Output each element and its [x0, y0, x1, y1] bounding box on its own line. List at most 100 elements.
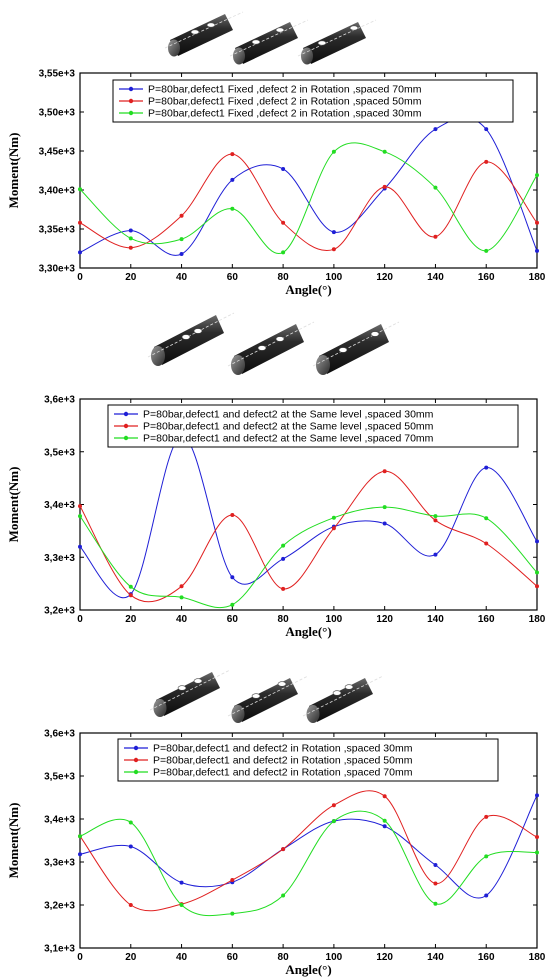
data-point — [281, 893, 286, 898]
data-point — [382, 149, 387, 154]
x-tick-label: 40 — [176, 952, 188, 963]
pipe-image — [227, 675, 309, 723]
x-tick-label: 20 — [125, 614, 137, 625]
data-point — [78, 852, 82, 857]
data-point — [382, 521, 387, 526]
data-point — [78, 514, 82, 519]
legend-swatch-marker — [133, 757, 139, 763]
data-point — [484, 465, 489, 470]
data-point — [484, 814, 489, 819]
data-point — [179, 251, 184, 256]
legend-label: P=80bar,defect1 and defect2 at the Same … — [143, 421, 434, 433]
pipe-image — [312, 321, 400, 375]
data-point — [128, 820, 133, 825]
legend-label: P=80bar,defect1 Fixed ,defect 2 in Rotat… — [148, 84, 422, 96]
data-point — [128, 593, 133, 598]
pipe-image — [302, 675, 384, 723]
data-point — [433, 127, 438, 132]
data-point — [535, 220, 539, 225]
legend-swatch-marker — [123, 435, 129, 441]
x-tick-label: 120 — [376, 614, 393, 625]
legend: P=80bar,defect1 and defect2 at the Same … — [107, 404, 519, 448]
y-tick-label: 3,2e+3 — [44, 606, 75, 617]
y-tick-label: 3,1e+3 — [44, 944, 75, 955]
data-point — [78, 220, 82, 225]
data-point — [535, 570, 539, 575]
data-point — [484, 159, 489, 164]
data-point — [484, 516, 489, 521]
y-tick-label: 3,55e+3 — [39, 69, 76, 80]
x-tick-label: 120 — [376, 952, 393, 963]
data-point — [128, 236, 133, 241]
legend-box — [117, 738, 499, 782]
data-point — [281, 556, 286, 561]
data-point — [331, 149, 336, 154]
x-tick-label: 80 — [278, 952, 290, 963]
legend-swatch-marker — [123, 423, 129, 429]
x-tick-label: 160 — [478, 952, 495, 963]
y-tick-label: 3,30e+3 — [39, 264, 76, 275]
data-point — [179, 213, 184, 218]
legend-label: P=80bar,defect1 and defect2 at the Same … — [143, 409, 434, 421]
data-point — [433, 881, 438, 886]
x-tick-label: 0 — [77, 614, 83, 625]
y-axis-label: Moment(Nm) — [6, 133, 21, 209]
data-point — [433, 234, 438, 239]
data-point — [128, 844, 133, 849]
data-point — [535, 248, 539, 253]
series-line — [79, 506, 538, 609]
legend-label: P=80bar,defect1 Fixed ,defect 2 in Rotat… — [148, 108, 422, 120]
data-point — [535, 539, 539, 544]
data-point — [230, 513, 235, 518]
data-point — [78, 544, 82, 549]
data-point — [78, 187, 82, 192]
y-tick-label: 3,5e+3 — [44, 772, 75, 783]
data-point — [281, 543, 286, 548]
data-point — [78, 504, 82, 509]
data-point — [179, 584, 184, 589]
data-point — [230, 602, 235, 607]
y-tick-label: 3,50e+3 — [39, 108, 76, 119]
data-point — [535, 793, 539, 798]
data-point — [230, 575, 235, 580]
pipe-illustrations-1 — [164, 11, 377, 65]
data-point — [331, 803, 336, 808]
y-tick-label: 3,4e+3 — [44, 500, 75, 511]
x-tick-label: 60 — [227, 272, 239, 283]
legend-box — [107, 404, 519, 448]
data-point — [179, 903, 184, 907]
legend-swatch-marker — [128, 98, 134, 104]
legend-label: P=80bar,defect1 and defect2 in Rotation … — [153, 743, 413, 755]
y-tick-label: 3,6e+3 — [44, 395, 75, 406]
data-point — [230, 911, 235, 916]
pipe-illustrations-2 — [147, 312, 400, 375]
data-point — [281, 166, 286, 171]
pipe-illustrations-3 — [149, 669, 384, 723]
chart-same-level: 0 20 40 60 80 100 120 140 160 180 3,2e+3 3,3e+3 3,4e… — [6, 395, 546, 640]
x-tick-label: 20 — [125, 272, 137, 283]
x-tick-label: 180 — [529, 272, 546, 283]
x-tick-label: 100 — [326, 272, 343, 283]
y-axis-label: Moment(Nm) — [6, 803, 21, 879]
data-point — [128, 228, 133, 233]
data-point — [484, 893, 489, 898]
legend-swatch-marker — [128, 110, 134, 116]
data-point — [78, 250, 82, 255]
series-line — [79, 790, 538, 912]
legend-label: P=80bar,defect1 and defect2 in Rotation … — [153, 755, 413, 767]
data-point — [535, 835, 539, 840]
legend-swatch-marker — [128, 86, 134, 92]
x-tick-label: 40 — [176, 272, 188, 283]
pipe-image — [149, 669, 231, 717]
x-tick-label: 180 — [529, 614, 546, 625]
x-tick-label: 120 — [376, 272, 393, 283]
x-tick-label: 140 — [427, 952, 444, 963]
data-point — [382, 505, 387, 510]
plot-frame — [79, 732, 538, 949]
pipe-image — [147, 312, 235, 366]
x-tick-label: 100 — [326, 614, 343, 625]
data-point — [128, 903, 133, 907]
x-tick-label: 0 — [77, 952, 83, 963]
y-tick-label: 3,3e+3 — [44, 858, 75, 869]
data-point — [433, 185, 438, 190]
